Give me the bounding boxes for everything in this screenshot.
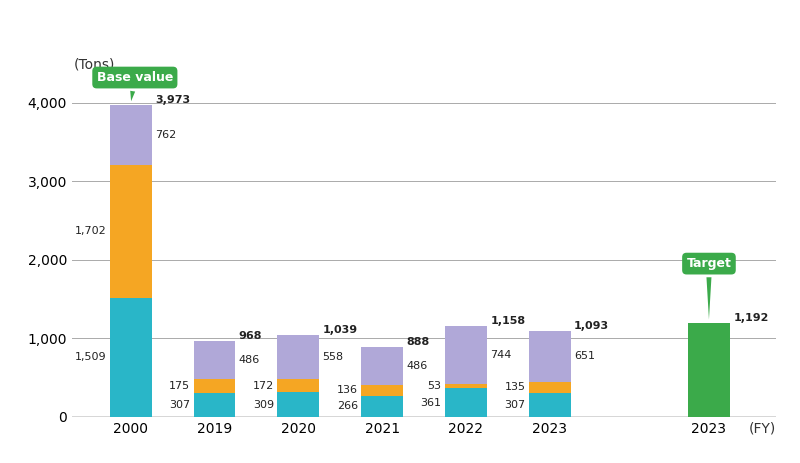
Text: 486: 486 bbox=[238, 355, 260, 365]
Text: 1,093: 1,093 bbox=[574, 321, 609, 331]
Text: 486: 486 bbox=[406, 361, 428, 371]
Text: Target: Target bbox=[686, 257, 731, 319]
Bar bbox=[278, 335, 319, 379]
Text: 762: 762 bbox=[155, 130, 176, 140]
Bar bbox=[529, 393, 570, 417]
Text: (FY): (FY) bbox=[749, 421, 776, 435]
Bar bbox=[361, 347, 403, 385]
Bar bbox=[110, 298, 152, 417]
Text: 1,158: 1,158 bbox=[490, 316, 526, 326]
Bar bbox=[278, 379, 319, 393]
Text: 307: 307 bbox=[504, 400, 526, 410]
Text: 53: 53 bbox=[428, 381, 442, 391]
Text: 968: 968 bbox=[238, 331, 262, 341]
Text: 1,509: 1,509 bbox=[74, 352, 106, 363]
Bar bbox=[278, 393, 319, 417]
Bar bbox=[194, 379, 235, 393]
Legend: Toray Industries, Inc., Group companies in Japan, Group companies outside Japan: Toray Industries, Inc., Group companies … bbox=[22, 0, 602, 6]
Text: 307: 307 bbox=[169, 400, 190, 410]
Bar bbox=[110, 165, 152, 298]
Text: 135: 135 bbox=[505, 382, 526, 392]
Bar bbox=[688, 323, 730, 417]
Text: 361: 361 bbox=[421, 398, 442, 407]
Bar bbox=[361, 396, 403, 417]
Text: 172: 172 bbox=[253, 381, 274, 391]
Text: 744: 744 bbox=[490, 350, 511, 360]
Bar bbox=[445, 326, 487, 384]
Text: 309: 309 bbox=[253, 400, 274, 410]
Bar bbox=[361, 385, 403, 396]
Text: 266: 266 bbox=[337, 401, 358, 411]
Text: 651: 651 bbox=[574, 351, 595, 362]
Text: 136: 136 bbox=[337, 386, 358, 395]
Bar bbox=[529, 331, 570, 382]
Bar bbox=[445, 388, 487, 417]
Text: 175: 175 bbox=[169, 381, 190, 391]
Bar bbox=[529, 382, 570, 393]
Text: 1,039: 1,039 bbox=[322, 325, 358, 335]
Text: 1,192: 1,192 bbox=[734, 313, 769, 323]
Text: 888: 888 bbox=[406, 337, 430, 347]
Text: (Tons): (Tons) bbox=[74, 58, 115, 72]
Text: 1,702: 1,702 bbox=[74, 226, 106, 237]
Bar bbox=[110, 105, 152, 165]
Bar bbox=[445, 384, 487, 388]
Bar bbox=[194, 393, 235, 417]
Bar bbox=[194, 341, 235, 379]
Text: Base value: Base value bbox=[97, 71, 173, 101]
Text: 3,973: 3,973 bbox=[155, 95, 190, 105]
Text: 558: 558 bbox=[322, 352, 344, 362]
